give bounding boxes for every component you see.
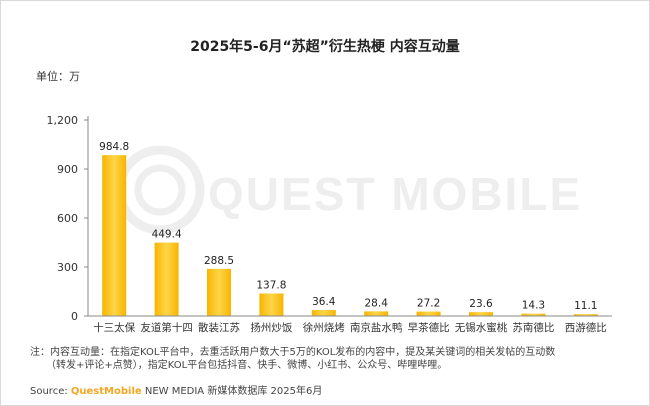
x-tick-label: 苏南德比: [512, 321, 554, 334]
bar: [364, 311, 389, 316]
x-axis: 十三太保 友道第十四 散装江苏 扬州炒饭 徐州烧烤 南京盐水鸭 早茶德比 无锡水蜜桃 苏南德比西…: [88, 315, 612, 334]
x-tick-label: 扬州炒饭: [250, 321, 292, 334]
data-label: 137.8: [256, 279, 286, 291]
bar: [154, 242, 179, 316]
x-tick-label: 友道第十四: [140, 321, 193, 334]
y-tick-label: 1,200: [47, 114, 79, 127]
footnote-line-1: 注：内容互动量：在指定KOL平台中，去重活跃用户数大于5万的KOL发布的内容中，…: [30, 347, 556, 358]
x-tick-label: 散装江苏: [198, 321, 240, 334]
bar: [102, 155, 127, 316]
x-tick-label: 西游德比: [565, 321, 607, 334]
bar: [469, 312, 493, 316]
bar: [573, 314, 598, 316]
x-tick-label: 南京盐水鸭: [350, 321, 403, 334]
watermark-ring-inner-icon: [134, 164, 186, 216]
x-tick-label: 早茶德比: [408, 321, 450, 334]
data-label: 11.1: [574, 300, 597, 312]
data-label: 14.3: [522, 300, 545, 312]
source-line: Source: QuestMobile NEW MEDIA 新媒体数据库 202…: [30, 382, 322, 397]
watermark-ring-icon: [115, 145, 205, 235]
y-tick-label: 900: [57, 163, 78, 176]
unit-label: 单位：万: [36, 70, 80, 83]
watermark: QUEST MOBILE: [115, 145, 582, 235]
data-label: 27.2: [417, 298, 440, 310]
bars-group: 984.8 449.4 288.5 137.8 36.4 28.4 27.2 23.6 14.3…: [99, 141, 598, 316]
bar: [416, 311, 441, 316]
y-tick-label: 600: [57, 212, 78, 225]
source-prefix: Source:: [30, 386, 71, 397]
bar: [521, 313, 546, 316]
data-label: 23.6: [469, 298, 493, 310]
source-rest: NEW MEDIA 新媒体数据库 2025年6月: [141, 386, 323, 397]
x-tick-label: 无锡水蜜桃: [455, 321, 508, 334]
data-label: 288.5: [204, 255, 234, 267]
y-tick-label: 300: [57, 261, 78, 274]
chart-title: 2025年5-6月“苏超”衍生热梗 内容互动量: [190, 39, 460, 55]
x-tick-label: 徐州烧烤: [303, 321, 345, 334]
source-brand: QuestMobile: [70, 386, 142, 397]
footnote: 注：内容互动量：在指定KOL平台中，去重活跃用户数大于5万的KOL发布的内容中，…: [30, 346, 630, 372]
x-tick-label: 十三太保: [93, 321, 135, 334]
data-label: 984.8: [99, 141, 129, 153]
y-axis: 0 300 600 900 1,200: [47, 114, 89, 323]
watermark-text: QUEST MOBILE: [208, 168, 582, 220]
bar: [207, 268, 231, 316]
data-label: 449.4: [152, 229, 182, 241]
y-tick-label: 0: [71, 310, 78, 323]
data-label: 28.4: [365, 297, 389, 309]
footnote-line-2: （转发+评论+点赞），指定KOL平台包括抖音、快手、微博、小红书、公众号、哔哩哔…: [46, 360, 448, 371]
bar: [311, 310, 336, 316]
bar: [259, 293, 284, 316]
data-label: 36.4: [312, 296, 336, 308]
